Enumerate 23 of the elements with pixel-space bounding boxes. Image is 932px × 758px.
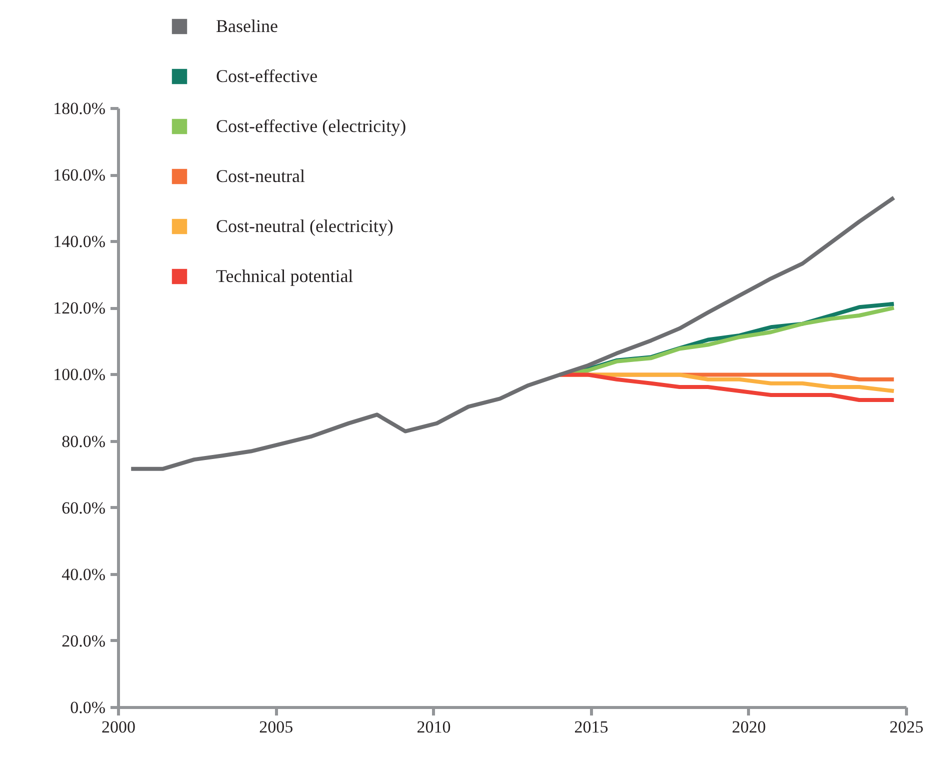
legend-label: Cost-neutral xyxy=(216,164,305,188)
x-tick-label: 2025 xyxy=(890,718,924,736)
x-tick-label: 2000 xyxy=(102,718,136,736)
line-series xyxy=(129,196,896,471)
y-tick-label: 60.0% xyxy=(62,498,106,518)
legend-label: Technical potential xyxy=(216,264,354,288)
legend-label: Cost-neutral (electricity) xyxy=(216,214,394,238)
legend-label: Baseline xyxy=(216,14,278,38)
y-tick-label: 140.0% xyxy=(53,232,106,252)
x-tick-label: 2020 xyxy=(732,718,766,736)
x-tick-label: 2015 xyxy=(574,718,608,736)
y-tick-label: 160.0% xyxy=(53,166,106,185)
y-tick-label: 100.0% xyxy=(53,365,106,384)
y-tick-label: 40.0% xyxy=(62,564,106,584)
y-tick-label: 80.0% xyxy=(62,432,106,451)
legend-label: Cost-effective (electricity) xyxy=(216,114,406,138)
y-tick-label: 180.0% xyxy=(53,99,106,118)
y-tick-label: 120.0% xyxy=(53,298,106,318)
y-tick-label: 0.0% xyxy=(70,698,106,717)
x-tick-label: 2005 xyxy=(259,718,294,736)
legend-label: Cost-effective xyxy=(216,64,318,88)
y-tick-label: 20.0% xyxy=(62,631,106,650)
x-tick-label: 2010 xyxy=(416,718,451,736)
